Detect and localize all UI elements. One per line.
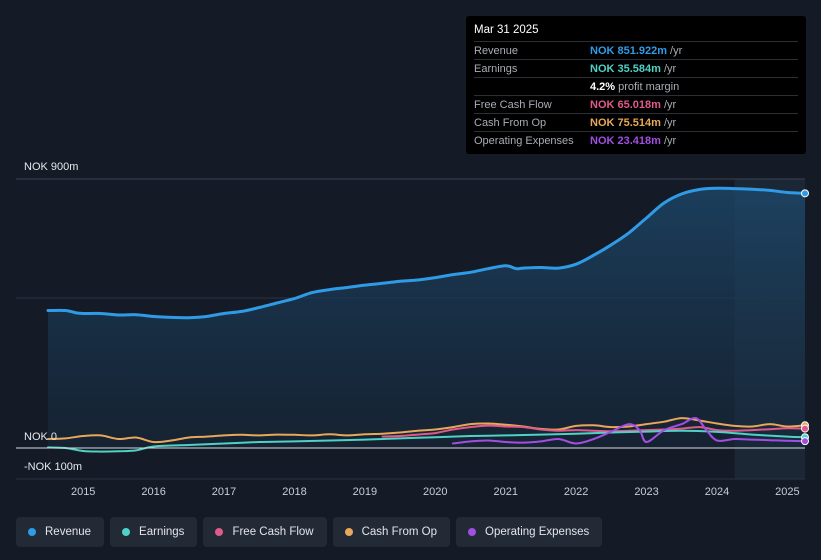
x-tick-label: 2025 xyxy=(775,486,799,498)
y-label-top: NOK 900m xyxy=(24,161,78,173)
x-tick-label: 2020 xyxy=(423,486,447,498)
legend-label: Free Cash Flow xyxy=(232,526,314,538)
legend-label: Operating Expenses xyxy=(485,526,590,538)
operating-expenses-line xyxy=(451,416,806,445)
legend-item-earnings[interactable]: Earnings xyxy=(110,517,198,547)
operating-expenses-end-point[interactable] xyxy=(801,437,809,446)
x-tick-label: 2015 xyxy=(71,486,95,498)
legend-dot-icon xyxy=(215,528,224,536)
legend-item-cash-from-op[interactable]: Cash From Op xyxy=(332,517,451,547)
legend-dot-icon xyxy=(122,528,131,536)
tooltip-row-unit: /yr xyxy=(663,98,677,111)
x-tick-label: 2019 xyxy=(353,486,377,498)
tooltip-row-value: NOK 851.922m xyxy=(590,44,668,57)
tooltip-row-unit: /yr xyxy=(663,116,677,129)
tooltip-row-label: Operating Expenses xyxy=(474,134,574,147)
tooltip-row-value: NOK 65.018m xyxy=(590,98,661,111)
tooltip-row-unit: /yr xyxy=(663,62,677,75)
x-tick-label: 2016 xyxy=(141,486,165,498)
legend-item-free-cash-flow[interactable]: Free Cash Flow xyxy=(203,517,327,547)
legend-dot-icon xyxy=(468,528,477,536)
tooltip-row-value: NOK 23.418m xyxy=(590,134,661,147)
tooltip-row: Operating Expenses NOK 23.418m/yr xyxy=(474,131,798,149)
earnings-line xyxy=(47,429,806,453)
tooltip-row-value: NOK 75.514m xyxy=(590,116,661,129)
tooltip-row-label: Cash From Op xyxy=(474,116,547,129)
cash-from-op-line xyxy=(47,417,806,444)
legend-dot-icon xyxy=(28,528,36,536)
tooltip-row-label: Free Cash Flow xyxy=(474,98,552,111)
revenue-end-point[interactable] xyxy=(801,189,809,198)
revenue-area xyxy=(48,188,805,448)
tooltip-row-unit: /yr xyxy=(670,44,683,57)
tooltip-row-value: 4.2% xyxy=(590,80,616,93)
tooltip-row-unit: profit margin xyxy=(618,80,680,93)
revenue-line xyxy=(46,186,807,320)
legend: Revenue Earnings Free Cash Flow Cash From O… xyxy=(16,517,603,547)
legend-label: Cash From Op xyxy=(361,526,438,538)
tooltip-date: Mar 31 2025 xyxy=(474,24,539,36)
legend-item-operating-expenses[interactable]: Operating Expenses xyxy=(456,517,603,547)
tooltip-row-value: NOK 35.584m xyxy=(590,62,661,75)
tooltip-row: Earnings NOK 35.584m/yr xyxy=(474,59,798,77)
tooltip-row-label: Revenue xyxy=(474,44,519,57)
tooltip-row: Cash From Op NOK 75.514m/yr xyxy=(474,113,798,131)
legend-dot-icon xyxy=(344,528,353,536)
free-cash-flow-line xyxy=(381,424,806,438)
tooltip-row: Revenue NOK 851.922m/yr xyxy=(474,41,798,59)
x-tick-label: 2021 xyxy=(493,486,517,498)
x-tick-label: 2017 xyxy=(212,486,236,498)
x-tick-label: 2024 xyxy=(705,486,729,498)
legend-label: Revenue xyxy=(45,526,92,538)
tooltip-panel: Mar 31 2025 Revenue NOK 851.922m/yr Earnin… xyxy=(466,16,806,154)
tooltip-row: Free Cash Flow NOK 65.018m/yr xyxy=(474,95,798,113)
x-tick-label: 2018 xyxy=(282,486,306,498)
tooltip-row-unit: /yr xyxy=(663,134,677,147)
free-cash-flow-end-point[interactable] xyxy=(801,424,809,433)
y-label-bottom: -NOK 100m xyxy=(24,461,82,473)
tooltip-row-label: Earnings xyxy=(474,62,518,75)
legend-item-revenue[interactable]: Revenue xyxy=(16,517,105,547)
x-tick-label: 2022 xyxy=(564,486,588,498)
legend-label: Earnings xyxy=(139,526,185,538)
y-label-zero: NOK 0 xyxy=(24,431,57,443)
tooltip-row: 4.2% profit margin xyxy=(474,77,798,95)
x-tick-label: 2023 xyxy=(634,486,658,498)
